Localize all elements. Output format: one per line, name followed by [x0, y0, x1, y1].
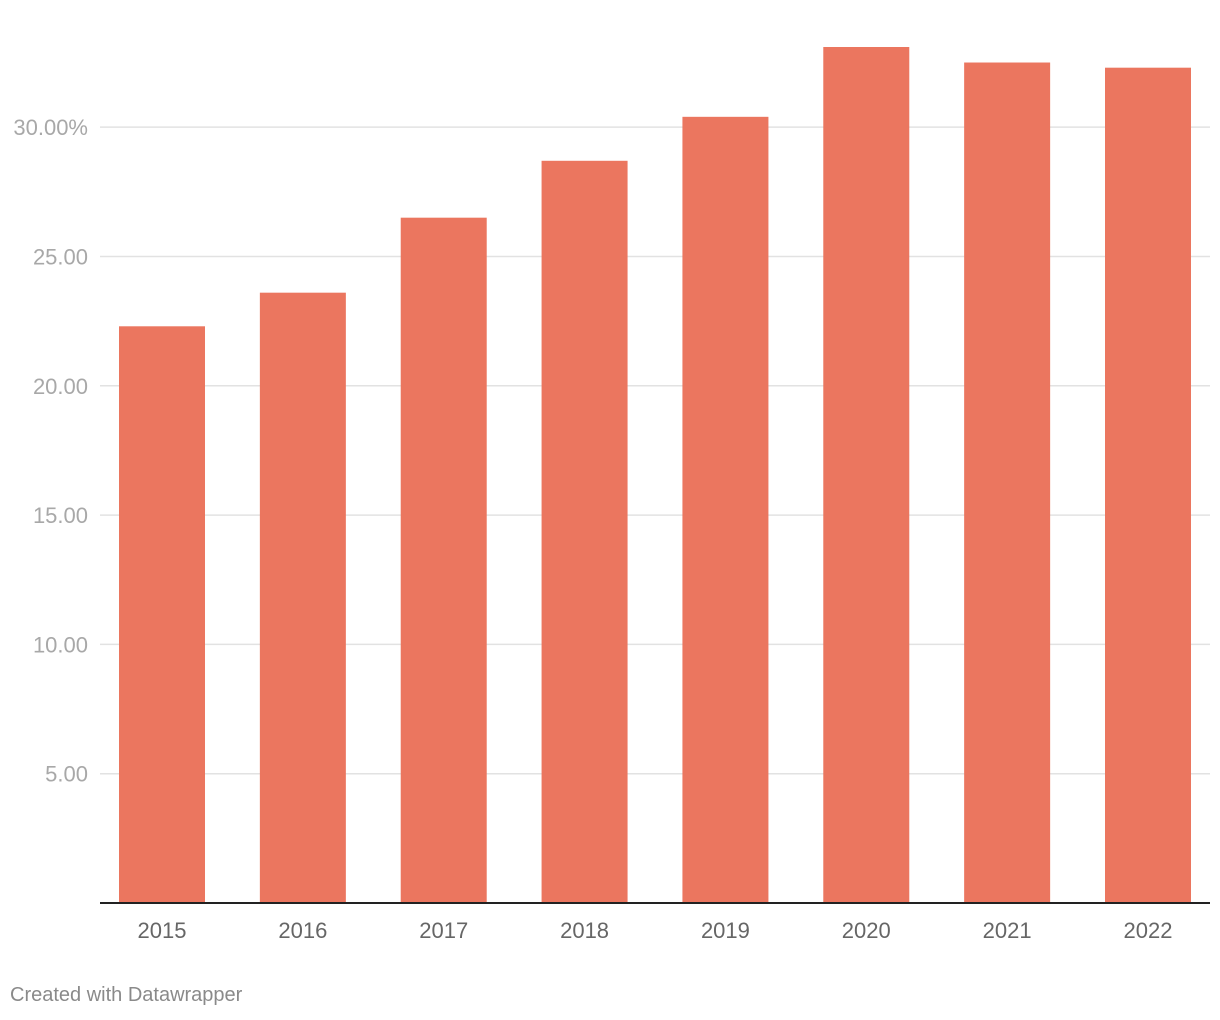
x-tick-label: 2022 [1124, 918, 1173, 943]
bar-2015 [119, 326, 205, 904]
x-tick-label: 2016 [278, 918, 327, 943]
x-tick-label: 2020 [842, 918, 891, 943]
bar-2019 [682, 116, 769, 904]
bar-2022 [1105, 67, 1191, 903]
bar-2017 [400, 217, 487, 903]
y-tick-label: 5.00 [45, 762, 88, 787]
bar-2020 [823, 47, 910, 903]
bars [119, 47, 1191, 904]
y-tick-label: 15.00 [33, 503, 88, 528]
y-axis-tick-labels: 5.00 10.00 15.00 20.00 25.00 30.00% [13, 115, 88, 787]
bar-2018 [541, 160, 628, 903]
x-tick-label: 2018 [560, 918, 609, 943]
y-tick-label: 30.00% [13, 115, 88, 140]
x-tick-label: 2017 [419, 918, 468, 943]
y-tick-label: 25.00 [33, 244, 88, 269]
x-tick-label: 2021 [983, 918, 1032, 943]
x-axis-category-labels: 2015 2016 2017 2018 2019 2020 2021 2022 [138, 918, 1173, 943]
x-tick-label: 2019 [701, 918, 750, 943]
bar-2021 [964, 62, 1051, 904]
credit-text: Created with Datawrapper [10, 984, 243, 1006]
y-tick-label: 20.00 [33, 374, 88, 399]
bar-2016 [259, 292, 346, 903]
y-tick-label: 10.00 [33, 632, 88, 657]
x-tick-label: 2015 [138, 918, 187, 943]
